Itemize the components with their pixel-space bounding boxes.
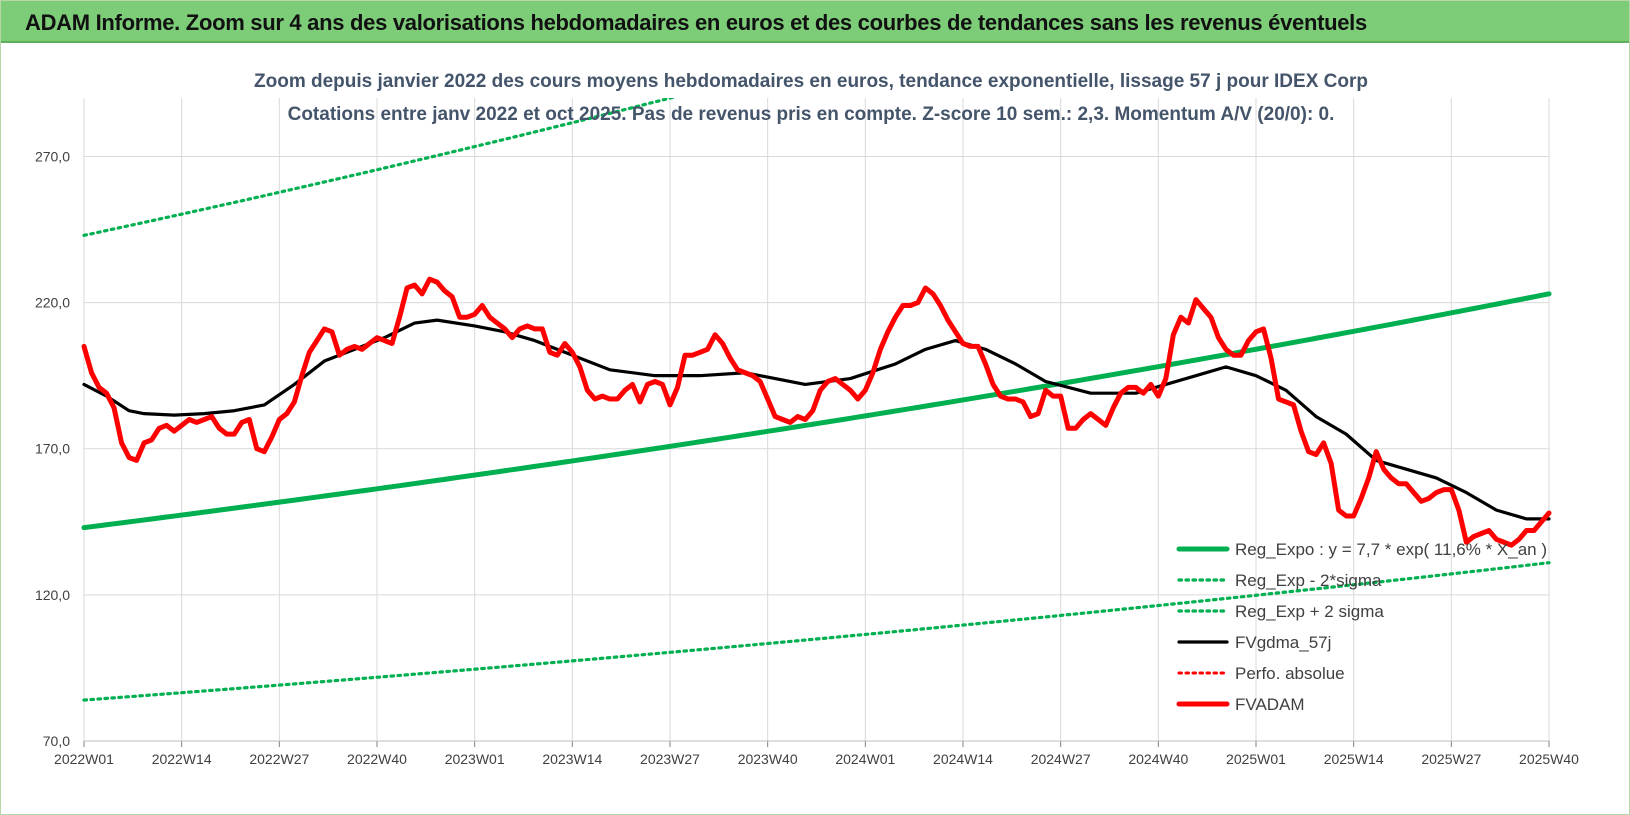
x-tick-label: 2024W40: [1128, 751, 1188, 767]
legend: Reg_Expo : y = 7,7 * exp( 11,6% * X_an )…: [1176, 540, 1547, 714]
series-line-3: [82, 318, 1551, 521]
x-tick-label: 2025W27: [1421, 751, 1481, 767]
x-tick-label: 2023W01: [445, 751, 505, 767]
x-tick-label: 2025W40: [1519, 751, 1579, 767]
series-line-5: [81, 276, 1552, 548]
series-line-1: [82, 561, 1551, 702]
series-group: [81, 98, 1552, 702]
legend-label: Perfo. absolue: [1235, 664, 1345, 683]
x-tick-label: 2022W40: [347, 751, 407, 767]
x-tick-label: 2023W27: [640, 751, 700, 767]
x-tick-label: 2022W01: [54, 751, 114, 767]
title-banner: ADAM Informe. Zoom sur 4 ans des valoris…: [1, 1, 1629, 43]
y-tick-label: 120,0: [35, 587, 70, 603]
y-tick-label: 170,0: [35, 441, 70, 457]
x-tick-label: 2024W01: [835, 751, 895, 767]
chart-subtitle: Cotations entre janv 2022 et oct 2025. P…: [288, 104, 1335, 125]
x-tick-label: 2024W27: [1031, 751, 1091, 767]
series-line-0: [81, 291, 1552, 531]
legend-label: FVgdma_57j: [1235, 633, 1331, 652]
x-tick-label: 2022W14: [152, 751, 212, 767]
y-axis-ticks: 70,0 120,0 170,0 220,0 270,0: [35, 148, 70, 749]
x-tick-label: 2024W14: [933, 751, 993, 767]
legend-label: Reg_Exp - 2*sigma: [1235, 571, 1382, 590]
legend-label: FVADAM: [1235, 695, 1305, 714]
chart-title: Zoom depuis janvier 2022 des cours moyen…: [254, 71, 1368, 92]
y-tick-label: 70,0: [43, 733, 70, 749]
x-axis-ticks: 2022W01 2022W14 2022W27 2022W40 2023W01 2023W…: [54, 740, 1579, 767]
y-tick-label: 220,0: [35, 295, 70, 311]
page-title: ADAM Informe. Zoom sur 4 ans des valoris…: [25, 10, 1367, 35]
legend-label: Reg_Exp + 2 sigma: [1235, 602, 1384, 621]
x-tick-label: 2025W14: [1324, 751, 1384, 767]
x-tick-label: 2025W01: [1226, 751, 1286, 767]
y-tick-label: 270,0: [35, 148, 70, 164]
x-tick-label: 2023W14: [542, 751, 602, 767]
x-tick-label: 2022W27: [249, 751, 309, 767]
x-tick-label: 2023W40: [738, 751, 798, 767]
legend-label: Reg_Expo : y = 7,7 * exp( 11,6% * X_an ): [1235, 540, 1547, 559]
